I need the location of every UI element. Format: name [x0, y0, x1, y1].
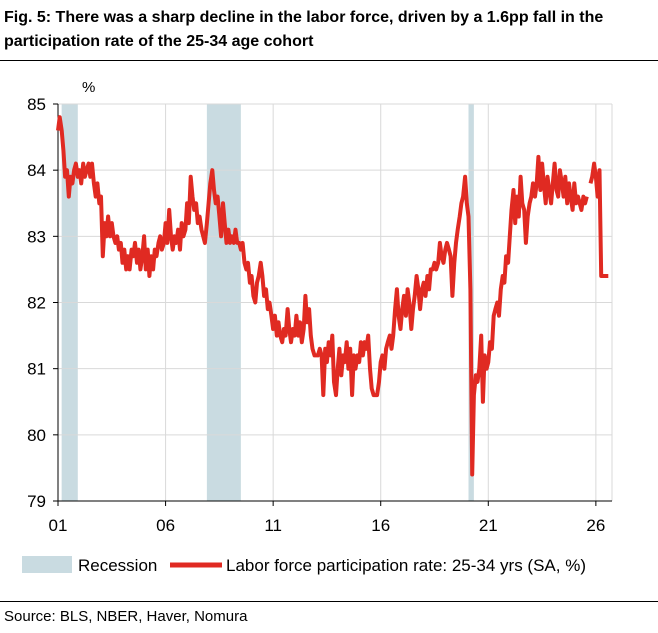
chart-title: Fig. 5: There was a sharp decline in the…: [4, 9, 604, 50]
gridlines: [57, 103, 613, 501]
legend-label-recession: Recession: [78, 556, 157, 575]
y-unit-label: %: [82, 79, 95, 96]
y-tick-label-85: 85: [27, 95, 46, 114]
series-line-1-segment-1: [56, 115, 589, 477]
y-tick-label-81: 81: [27, 360, 46, 379]
line-chart: % 79 80 81 82 83 84 85 01 06 11 16 21 26 Recession …: [22, 79, 613, 575]
series-line-1-segment-2: [588, 161, 609, 278]
title-divider: [0, 60, 658, 61]
y-tick-label-79: 79: [27, 492, 46, 511]
legend-label-series: Labor force participation rate: 25-34 yr…: [226, 556, 586, 575]
legend: Recession Labor force participation rate…: [22, 556, 586, 575]
source-note: Source: BLS, NBER, Haver, Nomura: [4, 608, 248, 625]
source-divider: [0, 601, 658, 602]
x-tick-label-26: 26: [586, 516, 605, 535]
y-tick-label-82: 82: [27, 294, 46, 313]
x-tick-label-11: 11: [264, 516, 282, 535]
x-tick-label-21: 21: [479, 516, 498, 535]
x-tick-label-16: 16: [371, 516, 390, 535]
series-lines: [56, 115, 609, 477]
y-tick-label-83: 83: [27, 227, 46, 246]
legend-swatch-recession: [22, 556, 72, 573]
y-tick-label-84: 84: [27, 161, 46, 180]
y-tick-labels: 79 80 81 82 83 84 85: [27, 95, 46, 511]
x-tick-labels: 01 06 11 16 21 26: [49, 516, 606, 535]
x-tick-label-01: 01: [49, 516, 68, 535]
x-tick-label-06: 06: [156, 516, 175, 535]
y-tick-label-80: 80: [27, 426, 46, 445]
axes: [53, 103, 612, 506]
